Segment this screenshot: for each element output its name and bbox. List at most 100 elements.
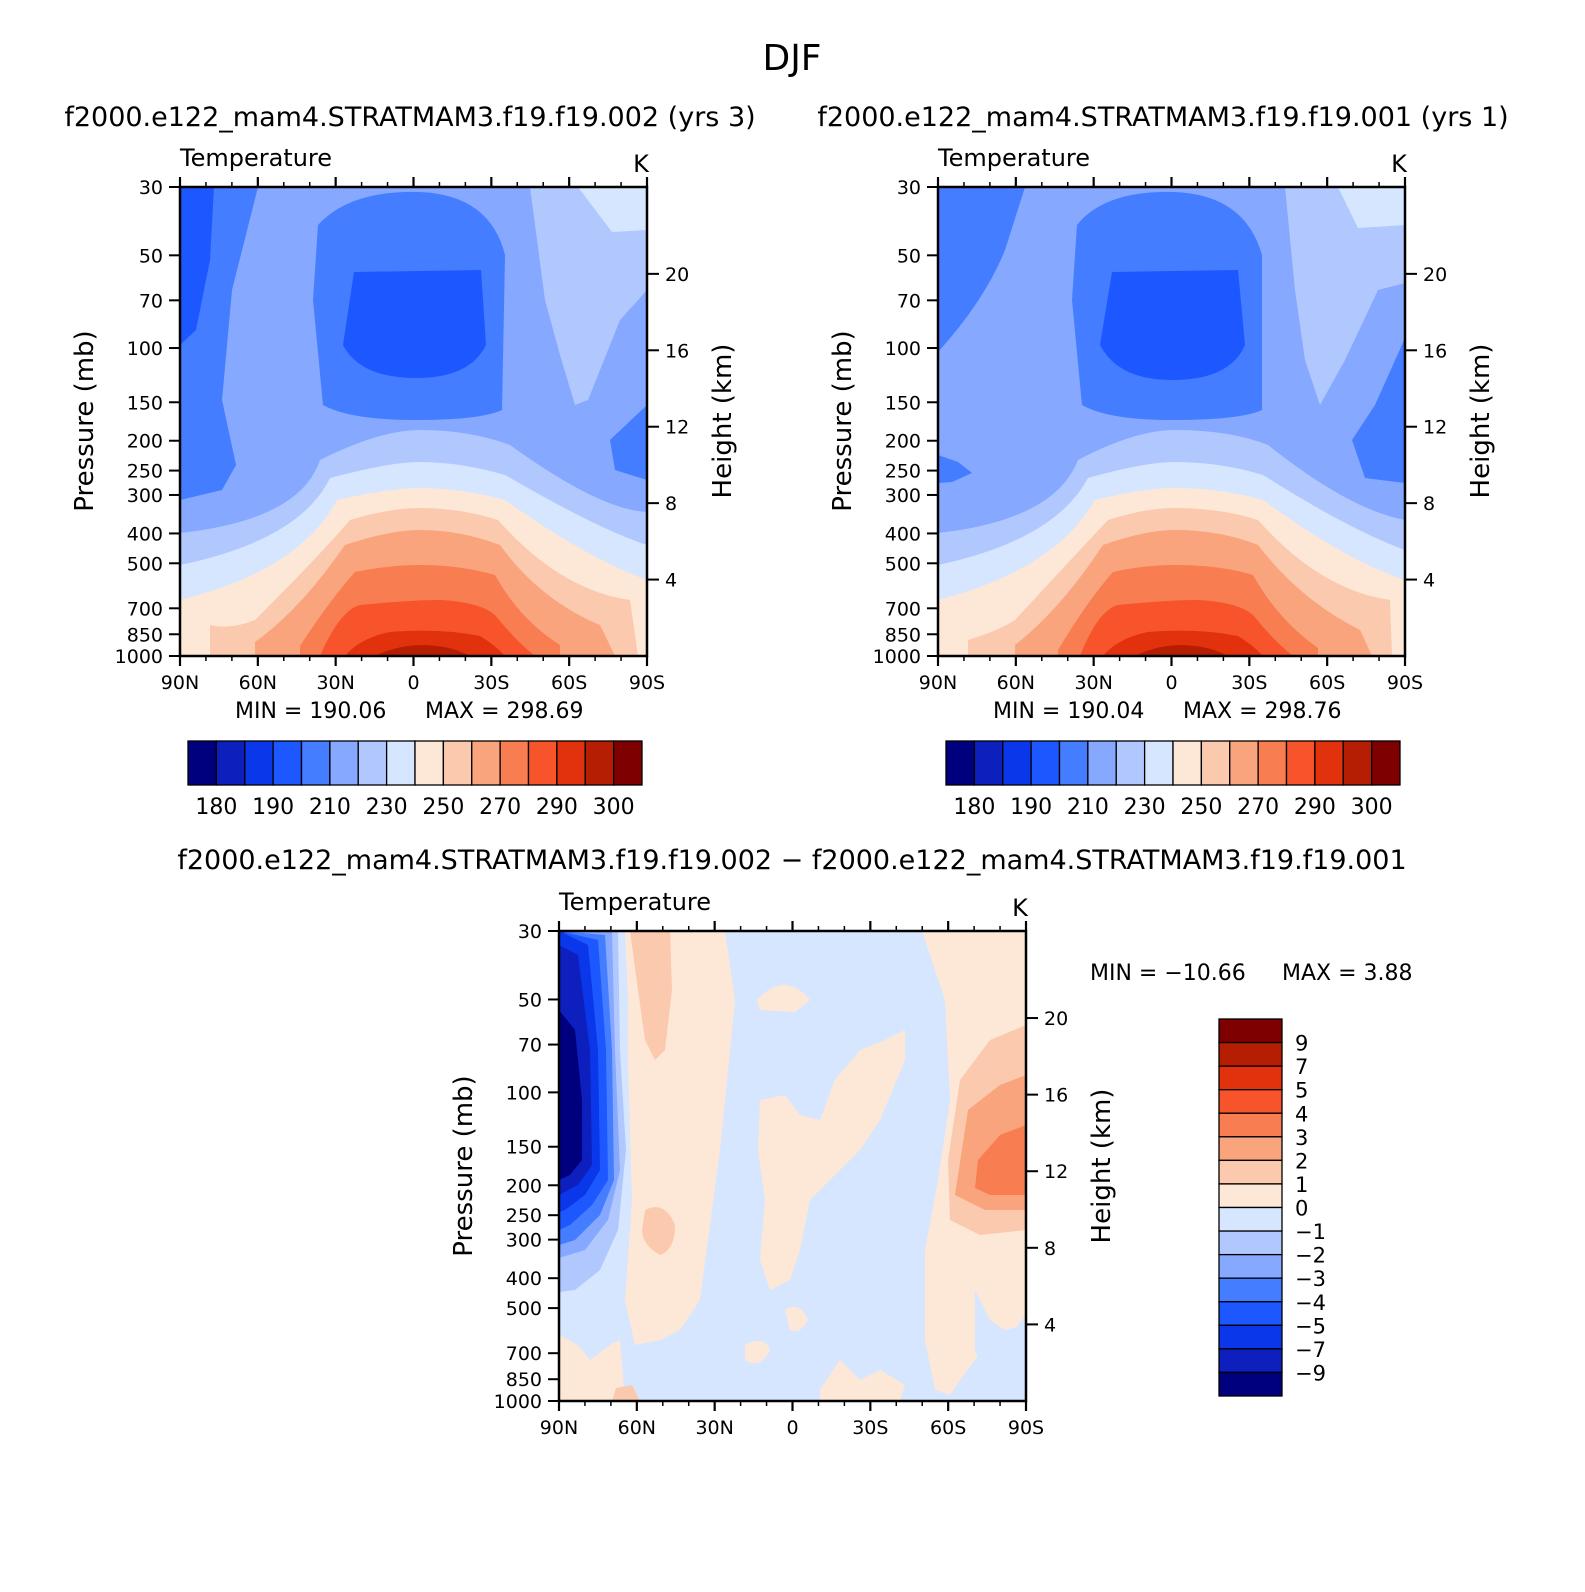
diff-colorbar-label: 2: [1295, 1149, 1308, 1173]
diff-colorbar-label: 5: [1295, 1079, 1308, 1103]
case1-region-warm-5: [345, 630, 505, 656]
case2-colorbar-swatch: [1370, 740, 1401, 786]
diff-ytick-label: 300: [506, 1230, 542, 1252]
case2-region-warm-5: [1103, 630, 1263, 656]
diff-ytick-label: 1000: [494, 1391, 542, 1413]
diff-colorbar-swatch: [1218, 1277, 1283, 1303]
case1-ytick-label: 200: [127, 431, 163, 453]
case1-ytick-label: 250: [127, 461, 163, 483]
case1-ytick-label: 70: [139, 290, 163, 312]
diff-colorbar-swatch: [1218, 1301, 1283, 1326]
diff-colorbar-label: −4: [1295, 1291, 1326, 1315]
diff-colorbar-label: −9: [1295, 1361, 1326, 1385]
diff-ytick-label: 70: [518, 1035, 542, 1057]
case2-colorbar-swatch: [1172, 740, 1203, 786]
case2-colorbar-swatch: [1200, 740, 1231, 786]
diff-region-sh-warm-4: [975, 1125, 1026, 1195]
case2-y2tick-label: 20: [1423, 264, 1447, 286]
diff-region-equator-warm-upper: [757, 985, 810, 1012]
case1-panel: 3050701001502002503004005007008501000481…: [70, 144, 738, 820]
case2-colorbar-label: 290: [1294, 795, 1336, 820]
diff-colorbar-label: 0: [1295, 1197, 1308, 1221]
case2-colorbar-swatch: [1115, 740, 1146, 786]
case2-y2tick-label: 12: [1423, 417, 1447, 439]
diff-plot-area: [559, 931, 1026, 1401]
diff-xtick-label: 90N: [540, 1417, 578, 1439]
diff-ylabel: Pressure (mb): [449, 1075, 479, 1256]
case2-region-cold-nh-pole: [938, 187, 1025, 352]
case1-ytick-label: 1000: [115, 646, 163, 668]
diff-colorbar-swatch: [1218, 1136, 1283, 1162]
case2-ytick-label: 150: [885, 392, 921, 414]
case1-min-label: MIN = 190.06: [235, 699, 386, 724]
case2-run-title: f2000.e122_mam4.STRATMAM3.f19.f19.001 (y…: [817, 102, 1508, 133]
case2-ytick-label: 400: [885, 523, 921, 545]
diff-ytick-label: 250: [506, 1205, 542, 1227]
diff-ytick-label: 500: [506, 1298, 542, 1320]
case1-xtick-label: 90S: [629, 672, 665, 694]
case2-colorbar-swatch: [1087, 740, 1117, 786]
case2-xtick-label: 60S: [1309, 672, 1345, 694]
diff-colorbar-swatch: [1218, 1348, 1283, 1374]
case2-y2tick-label: 8: [1423, 493, 1435, 515]
diff-y2tick-label: 20: [1044, 1008, 1068, 1030]
case2-y2tick-label: 16: [1423, 340, 1447, 362]
diff-ytick-label: 50: [518, 989, 542, 1011]
diff-colorbar-swatch: [1218, 1041, 1283, 1067]
diff-colorbar-label: 1: [1295, 1173, 1308, 1197]
diff-colorbar-swatch: [1218, 1183, 1283, 1209]
diff-region-equator-warm-small-2: [745, 1341, 770, 1364]
case2-max-label: MAX = 298.76: [1183, 699, 1342, 724]
diff-colorbar-swatch: [1218, 1018, 1283, 1044]
diff-ytick-label: 100: [506, 1082, 542, 1104]
diff-colorbar-label: −7: [1295, 1338, 1326, 1362]
case2-region-nh-tropopause-cold: [938, 455, 972, 483]
case2-colorbar-swatch: [1002, 740, 1032, 786]
case1-ytick-label: 30: [139, 177, 163, 199]
case1-colorbar-swatch: [187, 740, 218, 786]
case1-colorbar-swatch: [442, 740, 473, 786]
diff-ytick-label: 150: [506, 1137, 542, 1159]
case2-colorbar-swatch: [1143, 740, 1174, 786]
case2-panel: 3050701001502002503004005007008501000481…: [828, 144, 1496, 820]
diff-region-nh-low-warm-2: [612, 1385, 640, 1401]
case1-y2tick-label: 4: [665, 570, 677, 592]
case2-xtick-label: 0: [1165, 672, 1177, 694]
case2-plot-title: Temperature: [937, 144, 1090, 172]
diff-min-label: MIN = −10.66: [1090, 961, 1246, 986]
case2-colorbar-swatch: [973, 740, 1004, 786]
diff-region-sh-cool-notch: [975, 1290, 1026, 1401]
diff-region-equator-warm-column: [758, 1030, 905, 1290]
case2-ytick-label: 300: [885, 485, 921, 507]
case1-colorbar-swatch: [385, 740, 416, 786]
diff-colorbar-label: −5: [1295, 1314, 1326, 1338]
diff-colorbar-swatch: [1218, 1206, 1283, 1232]
case1-xtick-label: 90N: [161, 672, 199, 694]
case2-ytick-label: 50: [897, 245, 921, 267]
case1-colorbar-label: 230: [366, 795, 408, 820]
case1-ytick-label: 150: [127, 392, 163, 414]
case1-y2label: Height (km): [708, 344, 738, 499]
case2-region-warm-6: [1135, 645, 1228, 656]
diff-colorbar-swatch: [1218, 1324, 1283, 1350]
case2-ytick-label: 70: [897, 290, 921, 312]
diff-plot-title: Temperature: [558, 888, 711, 916]
case1-xtick-label: 30S: [473, 672, 509, 694]
diff-colorbar-label: 9: [1295, 1032, 1308, 1056]
case1-colorbar-swatch: [215, 740, 246, 786]
case2-region-light-sh-strat: [1285, 187, 1405, 405]
diff-region-nh-low-warm: [559, 1335, 625, 1401]
diff-region-equator-warm-small: [785, 1306, 808, 1332]
diff-colorbar-swatch: [1218, 1065, 1283, 1091]
case1-colorbar-label: 290: [536, 795, 578, 820]
case1-y2tick-label: 12: [665, 417, 689, 439]
case1-region-tropical-tropopause-core: [343, 270, 486, 378]
diff-panel: 3050701001502002503004005007008501000481…: [449, 888, 1413, 1439]
diff-colorbar-swatch: [1218, 1230, 1283, 1256]
diff-y2label: Height (km): [1087, 1089, 1117, 1244]
case2-colorbar-label: 180: [953, 795, 995, 820]
case2-colorbar-swatch: [945, 740, 976, 786]
case2-y2label: Height (km): [1466, 344, 1496, 499]
case2-colorbar-label: 210: [1067, 795, 1109, 820]
